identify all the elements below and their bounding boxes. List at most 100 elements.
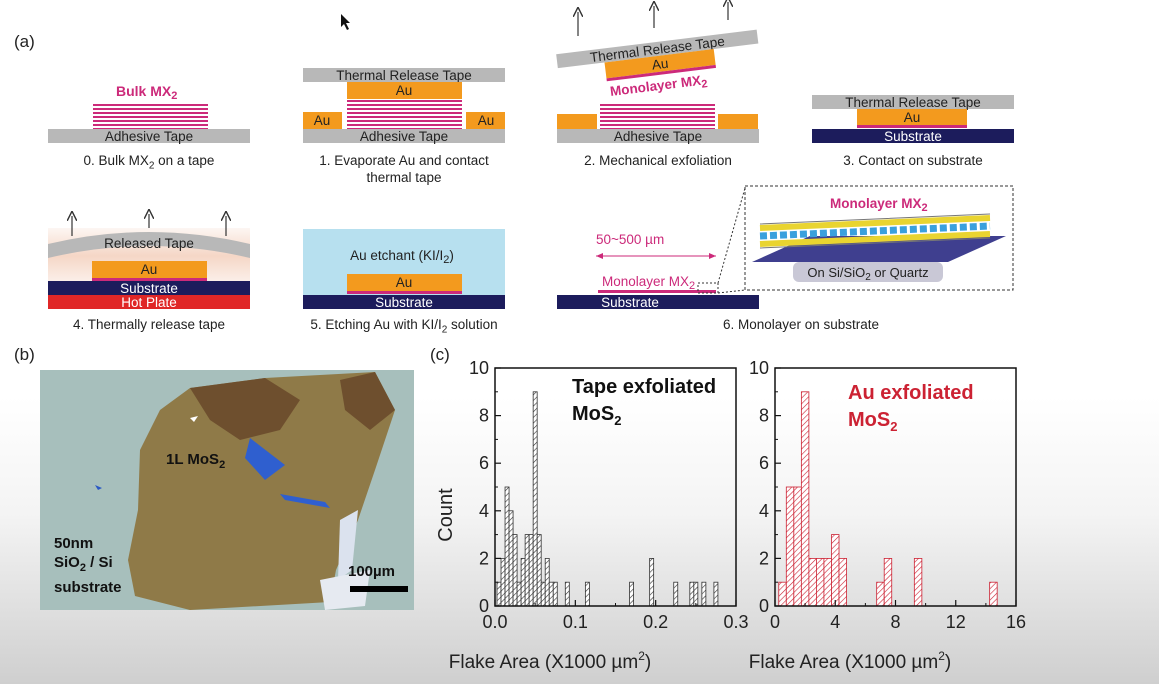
step1-evaporate-au: Thermal Release Tape Au Au Au Adhesive T… xyxy=(303,14,505,144)
step0-bulk-on-tape: Bulk MX2 Adhesive Tape xyxy=(48,83,250,144)
histogram-bar-tape xyxy=(540,581,546,607)
histogram-bar-au xyxy=(808,557,817,607)
au-label: Au xyxy=(396,83,413,98)
step4-thermal-release: Released Tape Au Substrate Hot Plate xyxy=(48,214,250,310)
histogram-tape: 0 2 4 6 8 10 0.0 0.1 0.2 0.3 xyxy=(469,358,749,632)
histogram-bar-au xyxy=(823,557,832,607)
hot-plate xyxy=(48,295,250,309)
histogram-bar-tape xyxy=(649,557,655,607)
histogram-bar-au xyxy=(816,557,825,607)
caption-step2: 2. Mechanical exfoliation xyxy=(584,153,732,168)
flake-image xyxy=(40,370,414,610)
lattice-illustration xyxy=(759,213,991,249)
au-layer xyxy=(347,274,462,291)
substrate-text: 50nm SiO2 / Si substrate xyxy=(54,535,122,596)
histogram-bar-tape xyxy=(552,581,558,607)
histogram-bar-tape xyxy=(629,581,634,607)
substrate xyxy=(812,129,1014,143)
histogram-bar-tape xyxy=(689,581,695,607)
bulk-mx2-layers xyxy=(600,103,715,129)
histogram-bar-tape xyxy=(548,581,554,607)
histogram-bar-tape xyxy=(673,581,679,607)
x-axis-label-right: Flake Area (X1000 µm2) xyxy=(749,649,951,673)
y-tick-label: 0 xyxy=(479,596,489,616)
y-tick-label: 4 xyxy=(759,501,769,521)
adhesive-tape xyxy=(303,129,505,143)
au-layer xyxy=(92,261,207,278)
mos2-flake xyxy=(128,372,395,610)
y-tick-label: 8 xyxy=(759,406,769,426)
x-tick-label: 16 xyxy=(1006,612,1026,632)
histogram-bar-tape xyxy=(584,581,590,607)
histogram-bar-au xyxy=(785,486,795,607)
svg-text:Au: Au xyxy=(478,113,495,128)
microscope-image: 1L MoS2 50nm SiO2 / Si substrate 100µm xyxy=(40,370,414,610)
histogram-bar-tape xyxy=(512,534,518,607)
caption-step3: 3. Contact on substrate xyxy=(843,153,983,168)
svg-text:Adhesive Tape: Adhesive Tape xyxy=(360,129,448,144)
histogram-bar-au xyxy=(876,581,885,607)
adhesive-tape-label: Adhesive Tape xyxy=(105,129,193,144)
histogram-bar-tape xyxy=(500,557,506,607)
bulk-mx2-layers xyxy=(347,99,462,129)
histogram-figure: Count 0 2 4 6 8 10 0.0 0.1 0.2 0.3 0 2 4 6 8 10 0 4 8 12 16… xyxy=(435,358,1026,673)
x-tick-label: 0.0 xyxy=(482,612,507,632)
histogram-bar-au xyxy=(778,581,787,607)
thermal-tape xyxy=(556,29,759,69)
x-tick-label: 8 xyxy=(890,612,900,632)
adhesive-tape xyxy=(48,129,250,143)
au-pad-right xyxy=(466,112,505,129)
svg-text:Monolayer MX2: Monolayer MX2 xyxy=(830,196,928,214)
histogram-bar-au xyxy=(989,581,998,607)
svg-text:Au: Au xyxy=(314,113,331,128)
panel-b-label: (b) xyxy=(14,345,35,364)
histogram-bar-tape xyxy=(528,534,534,607)
y-tick-label: 6 xyxy=(479,453,489,473)
x-tick-label: 0.2 xyxy=(643,612,668,632)
thermal-tape-label: Thermal Release Tape xyxy=(336,68,472,83)
histogram-bar-au xyxy=(800,391,810,607)
caption-step5: 5. Etching Au with KI/I2 solution xyxy=(310,317,498,336)
substrate xyxy=(303,295,505,309)
histogram-bar-tape xyxy=(544,557,550,607)
svg-text:Released Tape: Released Tape xyxy=(104,236,194,251)
svg-text:Substrate: Substrate xyxy=(601,295,659,310)
histogram-bar-au xyxy=(883,557,893,607)
panel-a-label: (a) xyxy=(14,32,35,51)
histogram-bar-tape xyxy=(693,581,699,607)
flake-label: 1L MoS2 xyxy=(166,451,226,471)
histogram-au: 0 2 4 6 8 10 0 4 8 12 16 xyxy=(749,358,1026,632)
y-tick-label: 10 xyxy=(749,358,769,378)
bulk-mx2-label: Bulk MX2 xyxy=(116,83,177,102)
svg-text:Thermal Release Tape: Thermal Release Tape xyxy=(845,95,981,110)
svg-text:Substrate: Substrate xyxy=(884,129,942,144)
y-tick-label: 0 xyxy=(759,596,769,616)
step2-mechanical-exfoliation: Thermal Release Tape Au Monolayer MX2 Ad… xyxy=(556,2,759,144)
scale-bar xyxy=(350,586,408,592)
step6-monolayer-on-substrate: 50~500 µm Monolayer MX2 Substrate xyxy=(557,187,759,310)
svg-text:Au: Au xyxy=(396,275,413,290)
histogram-bar-au xyxy=(913,557,923,607)
histogram-bar-tape xyxy=(504,486,510,607)
histogram-bar-tape xyxy=(564,581,570,607)
y-tick-label: 2 xyxy=(479,548,489,568)
histogram-bar-tape xyxy=(520,557,526,607)
x-tick-label: 0 xyxy=(770,612,780,632)
step5-etching: Au etchant (KI/I2) Au Substrate xyxy=(303,229,505,310)
step3-contact-substrate: Thermal Release Tape Au Substrate xyxy=(812,95,1014,144)
x-tick-label: 0.1 xyxy=(563,612,588,632)
svg-text:On Si/SiO2 or Quartz: On Si/SiO2 or Quartz xyxy=(807,265,928,283)
svg-text:Adhesive Tape: Adhesive Tape xyxy=(614,129,702,144)
svg-text:Substrate: Substrate xyxy=(375,295,433,310)
adhesive-tape xyxy=(557,129,759,143)
histogram-bar-au xyxy=(831,534,840,607)
histogram-bar-au xyxy=(838,557,847,607)
caption-step1: 1. Evaporate Au and contact thermal tape xyxy=(319,153,489,185)
y-tick-label: 4 xyxy=(479,501,489,521)
monolayer-inset: Monolayer MX2 On Si/SiO2 or Quartz xyxy=(744,185,1014,291)
left-chart-title: Tape exfoliated MoS2 xyxy=(572,376,717,428)
histogram-bar-tape xyxy=(496,581,502,607)
scale-bar-label: 100µm xyxy=(348,563,396,580)
au-pad-left xyxy=(303,112,342,129)
y-tick-label: 2 xyxy=(759,548,769,568)
